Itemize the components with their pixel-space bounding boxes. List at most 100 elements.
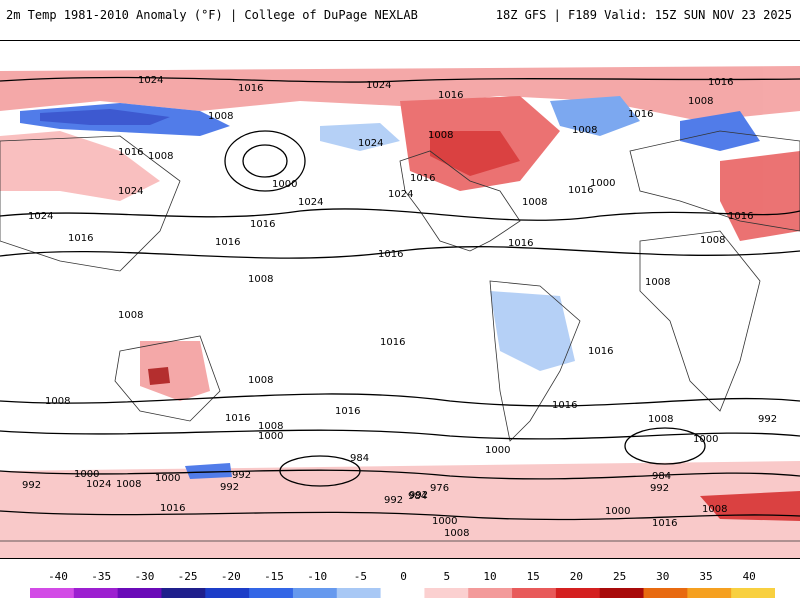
isobar-label: 1016	[250, 219, 275, 230]
south-america-outline	[489, 280, 581, 442]
antarctic-warm-core	[700, 491, 800, 521]
legend-color-swatch	[643, 588, 688, 598]
north-america-outline	[399, 150, 521, 252]
isobar-label: 1000	[155, 473, 180, 484]
legend-color-swatch	[117, 588, 162, 598]
isobar-label: 1024	[388, 189, 413, 200]
isobar-label: 1000	[258, 431, 283, 442]
isobar-label: 992	[384, 495, 403, 506]
isobar-label: 1016	[215, 237, 240, 248]
isobar-label: 1008	[648, 414, 673, 425]
isobar-label: 1008	[702, 504, 727, 515]
isobar-label: 1016	[160, 503, 185, 514]
map-panel: 1024 1016 1008 1016 1008 1024 1016 1024 …	[0, 40, 800, 559]
isobar-line	[0, 469, 800, 480]
siberia-warm	[0, 131, 160, 201]
legend-tick-label: 35	[699, 570, 713, 583]
legend-tick-label: 40	[742, 570, 756, 583]
legend-tick-labels: -40 -35 -30 -25 -20 -15 -10 -5 0 5 10 15 20 25 30 35 40	[0, 570, 800, 584]
world-map: 1024 1016 1008 1016 1008 1024 1016 1024 …	[0, 41, 800, 558]
legend-color-swatch	[73, 588, 119, 598]
legend-color-swatch	[555, 588, 601, 598]
isobar-label: 1000	[590, 178, 615, 189]
australia-hot-core	[148, 367, 170, 385]
legend-tick-label: -20	[220, 570, 241, 583]
legend-color-swatch	[30, 588, 75, 598]
isobar-line	[0, 510, 800, 521]
isobar-label: 984	[652, 471, 671, 482]
legend-color-swatch	[512, 588, 557, 598]
legend-color-swatch	[599, 588, 645, 598]
legend-tick-label: 25	[612, 570, 627, 583]
coastlines	[0, 130, 800, 542]
isobar-label: 1008	[248, 274, 273, 285]
isobar-label: 1008	[148, 151, 173, 162]
australia-outline	[114, 335, 221, 422]
isobar-label: 1008	[522, 197, 547, 208]
isobar-label: 1000	[432, 516, 457, 527]
isobar-low	[279, 455, 361, 487]
legend-color-swatch	[336, 588, 382, 598]
isobar-label: 1016	[652, 518, 677, 529]
isobar-label: 984	[408, 491, 427, 502]
greenland-cool	[550, 96, 640, 136]
isobar-label: 992	[650, 483, 669, 494]
color-legend: -40 -35 -30 -25 -20 -15 -10 -5 0 5 10 15 20 25 30 35 40	[0, 570, 800, 600]
legend-tick-label: 5	[443, 570, 451, 583]
isobar-label: 976	[430, 483, 449, 494]
legend-tick-label: 20	[569, 570, 584, 583]
middle-east-warm	[720, 151, 800, 241]
anomaly-shading	[0, 66, 800, 558]
isobar-label: 992	[22, 480, 41, 491]
isobar-label: 1008	[118, 310, 143, 321]
isobar-low	[224, 130, 306, 192]
legend-color-swatch	[424, 588, 469, 598]
isobar-label: 1008	[645, 277, 670, 288]
legend-tick-label: -10	[307, 570, 328, 583]
legend-color-swatch	[205, 588, 250, 598]
isobar-label: 1000	[272, 179, 297, 190]
isobar-label: 1024	[118, 186, 143, 197]
arctic-warm-band	[0, 66, 800, 121]
isobar-label: 1016	[568, 185, 593, 196]
map-title: 2m Temp 1981-2010 Anomaly (°F) | College…	[6, 8, 418, 22]
isobar-label: 1008	[688, 96, 713, 107]
isobar-label: 1008	[444, 528, 469, 539]
isobar-label: 1008	[208, 111, 233, 122]
legend-tick-label: 30	[656, 570, 670, 583]
legend-color-swatch	[292, 588, 338, 598]
isobar-label: 1016	[508, 238, 533, 249]
isobar-label: 992	[232, 470, 251, 481]
isobar-label: 1008	[248, 375, 273, 386]
africa-outline	[639, 230, 761, 412]
siberia-cold-core	[40, 109, 170, 125]
isobar-label: 1024	[28, 211, 53, 222]
legend-tick-label: -35	[91, 570, 112, 583]
isobar-label: 1024	[358, 138, 383, 149]
isobar-line	[0, 393, 800, 407]
legend-tick-label: 0	[400, 570, 407, 583]
legend-color-swatch	[687, 588, 732, 598]
isobar-label: 1016	[380, 337, 405, 348]
legend-tick-label: -15	[264, 570, 284, 583]
legend-tick-label: 10	[483, 570, 497, 583]
isobar-label: 992	[758, 414, 777, 425]
isobars	[0, 76, 800, 521]
isobar-low	[624, 427, 706, 465]
isobar-label: 1016	[335, 406, 360, 417]
isobar-label: 1008	[45, 396, 70, 407]
isobar-label: 984	[350, 453, 369, 464]
asia-east-outline	[0, 135, 181, 272]
legend-color-swatch	[161, 588, 206, 598]
legend-color-swatch	[468, 588, 513, 598]
legend-tick-label: 15	[526, 570, 540, 583]
southern-ocean-cold	[185, 463, 232, 479]
isobar-line	[0, 76, 800, 83]
isobar-label: 1016	[588, 346, 613, 357]
isobar-label: 1000	[485, 445, 510, 456]
legend-tick-label: -30	[134, 570, 155, 583]
isobar-low	[242, 144, 288, 178]
isobar-label: 1016	[628, 109, 653, 120]
isobar-label: 1000	[605, 506, 630, 517]
isobar-label: 1008	[428, 130, 453, 141]
